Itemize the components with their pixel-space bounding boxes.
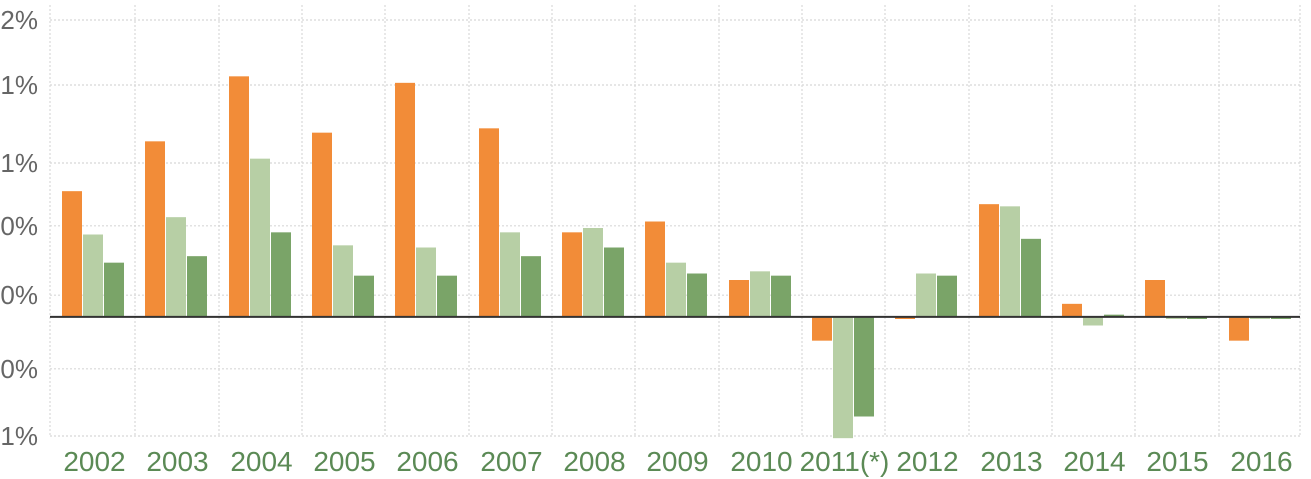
bar: [604, 247, 624, 317]
bar: [937, 275, 957, 317]
bar: [479, 128, 499, 317]
bar: [437, 275, 457, 317]
bar: [583, 228, 603, 317]
x-tick-label: 2015: [1146, 446, 1208, 477]
bar: [166, 217, 186, 317]
x-tick-label: 2006: [396, 446, 458, 477]
bar: [1104, 314, 1124, 317]
bar: [395, 82, 415, 317]
bar: [750, 271, 770, 317]
bar: [521, 256, 541, 317]
bar: [1062, 303, 1082, 317]
y-tick-label: 1%: [0, 421, 38, 451]
y-tick-label: 1%: [0, 70, 38, 100]
bar: [271, 232, 291, 317]
y-tick-label: 0%: [0, 280, 38, 310]
bar: [895, 316, 915, 319]
bar: [145, 141, 165, 317]
y-axis-ticks: 2% 1% 1% 0% 0% 0% 1%: [0, 5, 38, 451]
bar: [500, 232, 520, 317]
bar: [354, 275, 374, 317]
bar: [562, 232, 582, 317]
bar: [83, 234, 103, 317]
bar: [1229, 316, 1249, 341]
bar: [729, 280, 749, 317]
x-tick-label: 2008: [563, 446, 625, 477]
x-axis-ticks: 2002 2003 2004 2005 2006 2007 2008 2009 2010 2011…: [63, 446, 1292, 477]
y-tick-label: 2%: [0, 5, 38, 35]
y-tick-label: 0%: [0, 211, 38, 241]
bar: [1000, 206, 1020, 317]
bar: [979, 204, 999, 317]
x-tick-label: 2016: [1230, 446, 1292, 477]
bar: [1021, 238, 1041, 317]
x-tick-label: 2009: [646, 446, 708, 477]
x-tick-label: 2007: [480, 446, 542, 477]
y-tick-label: 1%: [0, 148, 38, 178]
bar: [645, 221, 665, 317]
y-tick-label: 0%: [0, 354, 38, 384]
bar: [333, 245, 353, 317]
bar: [250, 158, 270, 317]
x-tick-label: 2010: [730, 446, 792, 477]
bar: [1166, 316, 1186, 319]
x-tick-label: 2011(*): [800, 446, 890, 477]
bar: [1271, 316, 1291, 319]
bar: [1187, 316, 1207, 319]
bar: [1145, 280, 1165, 317]
bar: [229, 76, 249, 317]
bar: [833, 316, 853, 439]
x-tick-label: 2002: [63, 446, 125, 477]
bar: [187, 256, 207, 317]
bars-layer: [62, 76, 1291, 439]
bar: [771, 275, 791, 317]
bar: [1250, 316, 1270, 319]
x-tick-label: 2004: [230, 446, 292, 477]
x-tick-label: 2014: [1063, 446, 1125, 477]
bar: [812, 316, 832, 341]
bar: [62, 191, 82, 317]
bar: [854, 316, 874, 417]
x-tick-label: 2012: [896, 446, 958, 477]
x-tick-label: 2005: [313, 446, 375, 477]
bar: [916, 273, 936, 317]
bar: [104, 262, 124, 317]
bar: [1083, 316, 1103, 326]
bar: [687, 273, 707, 317]
bar: [312, 132, 332, 317]
x-tick-label: 2003: [146, 446, 208, 477]
bar: [416, 247, 436, 317]
x-tick-label: 2013: [980, 446, 1042, 477]
bar: [666, 262, 686, 317]
